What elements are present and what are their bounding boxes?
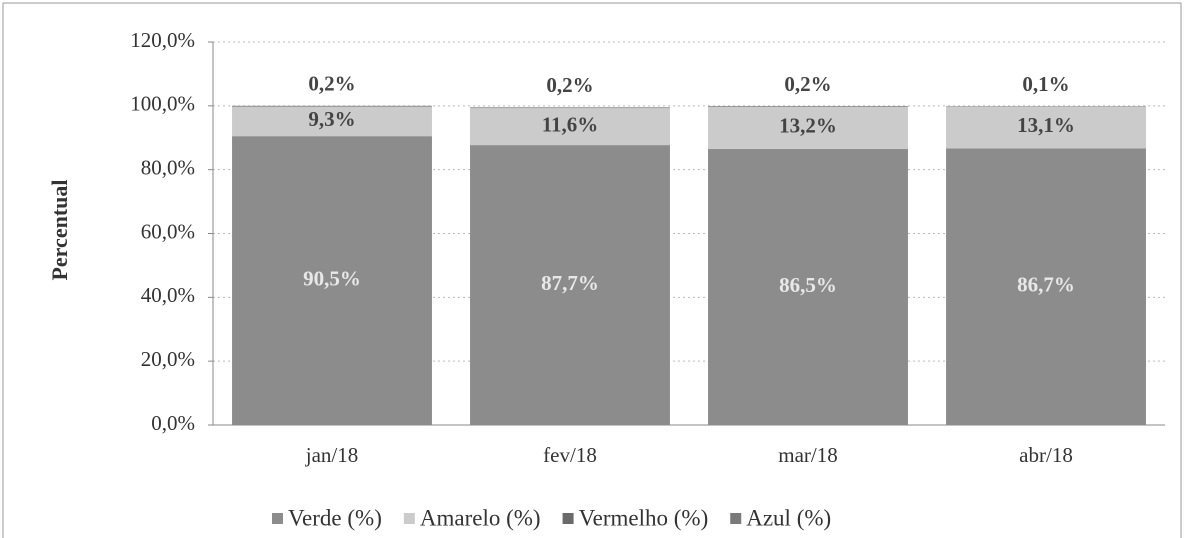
y-tick-label: 0,0% — [151, 411, 195, 435]
bar-segment — [708, 148, 908, 425]
legend-label: Amarelo (%) — [420, 505, 541, 530]
bar-segment — [470, 145, 670, 426]
legend-label: Vermelho (%) — [579, 505, 709, 530]
legend-swatch — [403, 513, 415, 524]
y-axis-label: Percentual — [47, 179, 72, 280]
bar-segment — [946, 106, 1146, 149]
x-tick-label: jan/18 — [305, 443, 359, 467]
bar-segment — [232, 136, 432, 425]
data-label: 86,7% — [1017, 272, 1075, 296]
legend-swatch — [562, 513, 574, 524]
bar-segment — [232, 105, 432, 107]
bar-segment — [470, 108, 670, 146]
bar-segment — [232, 106, 432, 137]
data-label: 13,1% — [1017, 113, 1075, 137]
data-label: 0,1% — [1022, 72, 1069, 96]
data-label: 9,3% — [308, 107, 355, 131]
y-tick-label: 120,0% — [130, 28, 195, 52]
data-label: 0,2% — [308, 72, 355, 96]
legend-label: Azul (%) — [746, 505, 831, 530]
legend-swatch — [272, 513, 283, 524]
bar-segment — [708, 106, 908, 107]
y-tick-label: 40,0% — [141, 283, 195, 307]
legend-label: Verde (%) — [288, 505, 382, 530]
x-tick-label: mar/18 — [778, 443, 837, 467]
y-tick-label: 80,0% — [141, 155, 195, 179]
data-label: 87,7% — [541, 271, 599, 295]
y-tick-label: 100,0% — [130, 92, 195, 116]
data-label: 0,2% — [784, 72, 831, 96]
legend-swatch — [730, 513, 742, 524]
x-tick-label: fev/18 — [543, 443, 597, 467]
data-label: 11,6% — [542, 112, 599, 136]
bar-segment — [470, 107, 670, 109]
data-label: 13,2% — [779, 114, 837, 138]
bar-segment — [708, 106, 908, 149]
data-label: 90,5% — [303, 266, 361, 290]
y-tick-label: 60,0% — [141, 219, 195, 243]
bar-segment — [946, 148, 1146, 425]
data-label: 86,5% — [779, 273, 837, 297]
data-label: 0,2% — [546, 73, 593, 97]
x-tick-label: abr/18 — [1019, 443, 1073, 467]
y-tick-label: 20,0% — [141, 347, 195, 371]
